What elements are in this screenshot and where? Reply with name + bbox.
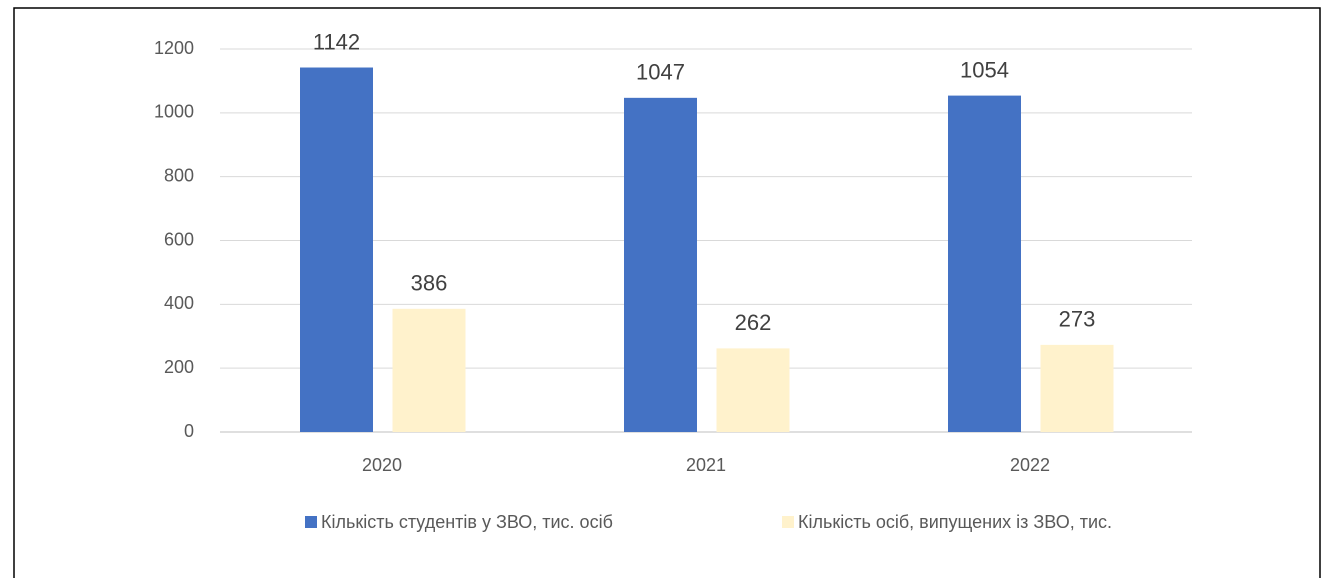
x-tick-label: 2022 [1010, 455, 1050, 475]
value-label: 273 [1059, 307, 1096, 332]
y-tick-label: 600 [164, 229, 194, 249]
chart-border [13, 7, 1321, 578]
y-tick-label: 0 [184, 421, 194, 441]
y-tick-label: 1000 [154, 102, 194, 122]
bar [392, 308, 466, 432]
y-tick-label: 400 [164, 293, 194, 313]
bar [948, 95, 1021, 433]
bar [300, 67, 373, 433]
legend-swatch [305, 516, 317, 528]
x-tick-label: 2020 [362, 455, 402, 475]
value-label: 1054 [960, 57, 1009, 82]
y-tick-label: 800 [164, 165, 194, 185]
y-tick-label: 200 [164, 357, 194, 377]
value-label: 1047 [636, 60, 685, 85]
value-label: 386 [411, 271, 448, 296]
bar [1040, 344, 1114, 432]
y-tick-label: 1200 [154, 38, 194, 58]
x-tick-label: 2021 [686, 455, 726, 475]
legend-label: Кількість студентів у ЗВО, тис. осіб [321, 512, 613, 532]
value-label: 262 [735, 310, 772, 335]
bar [624, 97, 697, 433]
legend-label: Кількість осіб, випущених із ЗВО, тис. [798, 512, 1112, 532]
bar [716, 348, 790, 432]
legend-swatch [782, 516, 794, 528]
value-label: 1142 [313, 29, 360, 54]
